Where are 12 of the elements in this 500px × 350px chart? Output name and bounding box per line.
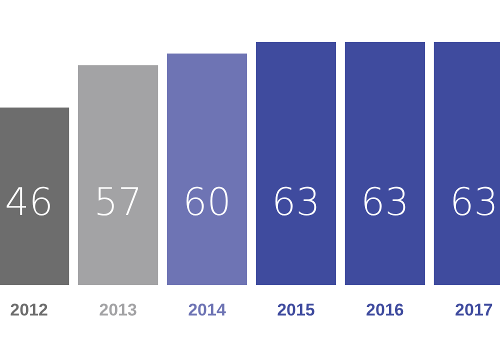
x-tick-label: 2015 (277, 300, 315, 320)
data-label: 57 (94, 180, 142, 224)
data-label: 63 (272, 180, 320, 224)
data-label: 63 (450, 180, 498, 224)
data-label: 60 (182, 180, 232, 224)
x-tick-label: 2014 (188, 300, 226, 320)
x-tick-label: 2016 (366, 300, 404, 320)
data-label: 63 (360, 180, 410, 224)
x-tick-label: 2012 (10, 300, 48, 320)
x-tick-label: 2017 (455, 300, 493, 320)
data-label: 46 (4, 180, 54, 224)
x-tick-label: 2013 (99, 300, 137, 320)
